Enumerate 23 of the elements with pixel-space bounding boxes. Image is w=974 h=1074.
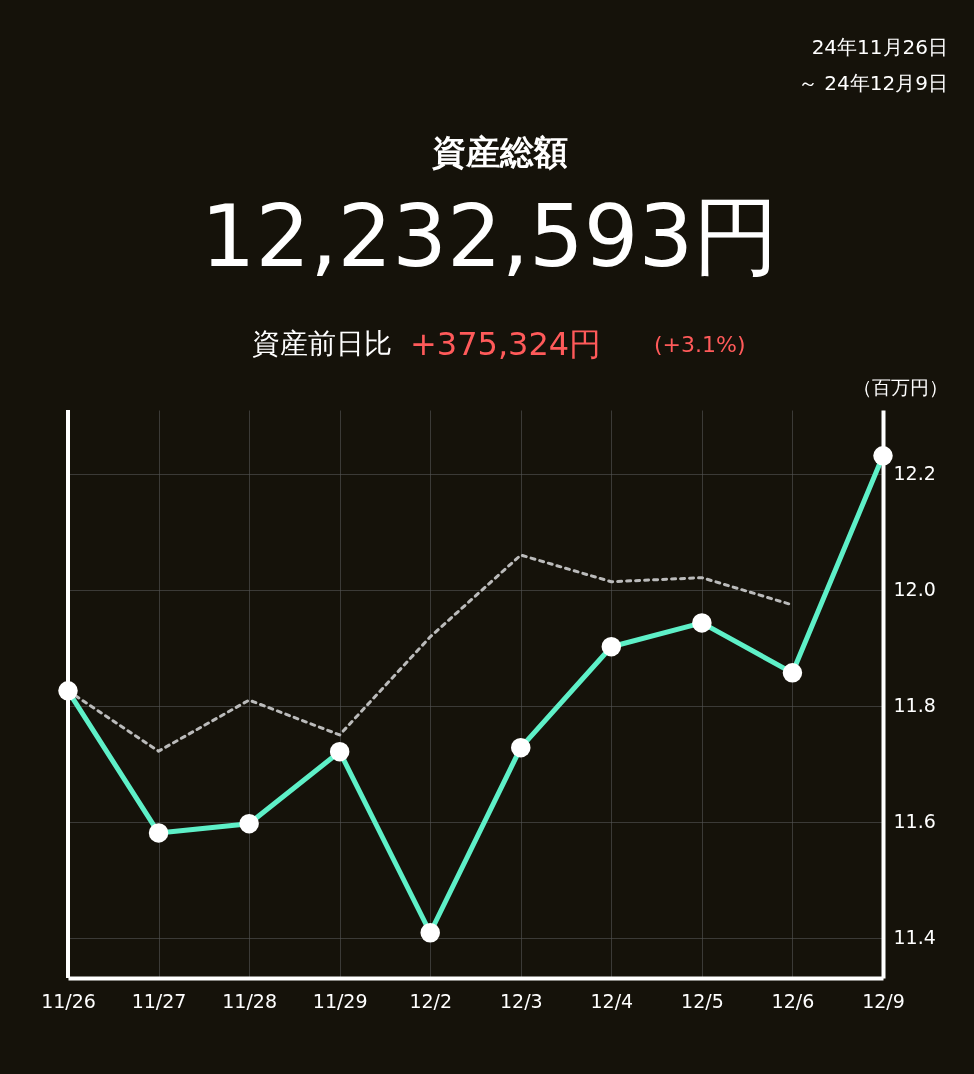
x-tick-label: 11/26 xyxy=(41,989,96,1012)
x-tick-label: 12/2 xyxy=(409,989,453,1012)
y-tick-label: 11.6 xyxy=(893,810,936,833)
text: ～ 24年12月9日 xyxy=(798,71,948,95)
x-tick-label: 12/5 xyxy=(681,989,724,1012)
x-tick-label: 12/3 xyxy=(499,989,543,1012)
text: 12,232,593円 xyxy=(200,186,780,286)
y-tick-label: 11.4 xyxy=(893,926,936,949)
y-tick-label: 12.0 xyxy=(893,578,936,601)
y-axis-title: （百万円） xyxy=(853,376,948,398)
text: 資産前日比 xyxy=(252,327,392,360)
x-tick-label: 11/28 xyxy=(222,989,277,1012)
text: (+3.1%) xyxy=(654,332,746,357)
x-tick-label: 11/29 xyxy=(312,989,368,1012)
y-tick-label: 11.8 xyxy=(893,694,936,717)
text: 24年11月26日 xyxy=(811,35,948,59)
chart-title: 資産総額 xyxy=(431,132,568,172)
text: +375,324円 xyxy=(410,325,602,363)
x-tick-label: 12/6 xyxy=(771,989,815,1012)
x-tick-label: 12/4 xyxy=(590,989,634,1012)
x-tick-label: 11/27 xyxy=(131,989,187,1012)
y-tick-label: 12.2 xyxy=(893,462,936,485)
x-tick-label: 12/9 xyxy=(862,989,905,1012)
